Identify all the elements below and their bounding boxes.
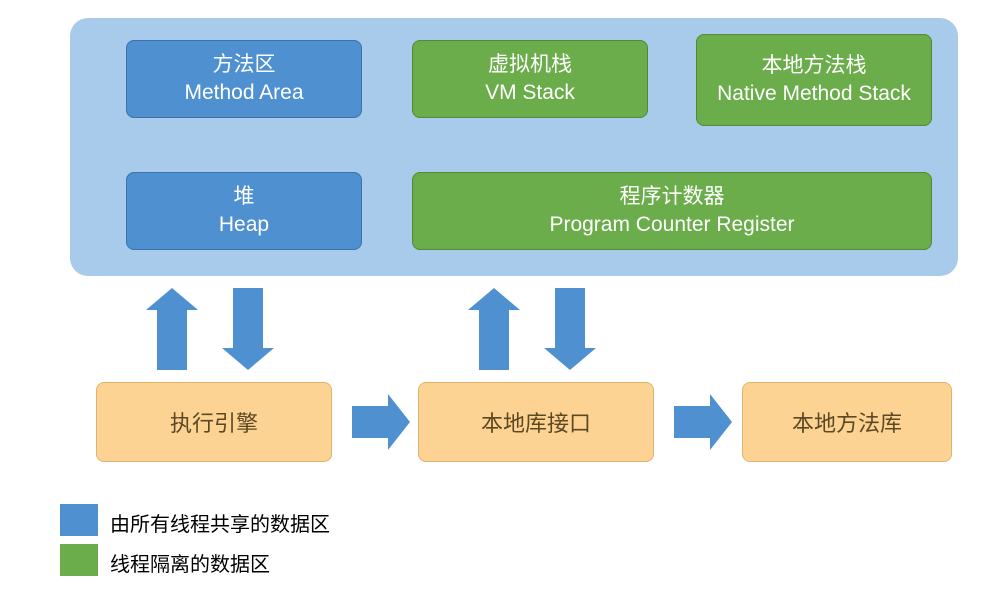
method-area-label-en: Method Area	[184, 79, 303, 107]
vm-stack-label-en: VM Stack	[485, 79, 575, 107]
native-method-library-label: 本地方法库	[792, 406, 902, 438]
native-library-interface-label: 本地库接口	[481, 406, 591, 438]
method-area-box: 方法区 Method Area	[126, 40, 362, 118]
heap-label-cn: 堆	[234, 183, 255, 211]
native-method-library-box: 本地方法库	[742, 382, 952, 462]
program-counter-register-box: 程序计数器 Program Counter Register	[412, 172, 932, 250]
method-area-label-cn: 方法区	[213, 51, 276, 79]
execution-engine-label: 执行引擎	[170, 406, 258, 438]
heap-label-en: Heap	[219, 211, 269, 239]
native-library-interface-box: 本地库接口	[418, 382, 654, 462]
pc-label-cn: 程序计数器	[620, 183, 725, 211]
native-method-stack-label-en: Native Method Stack	[717, 80, 911, 108]
execution-engine-box: 执行引擎	[96, 382, 332, 462]
native-method-stack-box: 本地方法栈 Native Method Stack	[696, 34, 932, 126]
heap-box: 堆 Heap	[126, 172, 362, 250]
vm-stack-label-cn: 虚拟机栈	[488, 51, 572, 79]
legend-shared-label: 由所有线程共享的数据区	[110, 508, 330, 537]
pc-label-en: Program Counter Register	[549, 211, 794, 239]
legend-isolated-swatch	[60, 544, 98, 576]
legend-isolated-label: 线程隔离的数据区	[110, 548, 270, 577]
vm-stack-box: 虚拟机栈 VM Stack	[412, 40, 648, 118]
legend-shared-swatch	[60, 504, 98, 536]
native-method-stack-label-cn: 本地方法栈	[762, 52, 867, 80]
